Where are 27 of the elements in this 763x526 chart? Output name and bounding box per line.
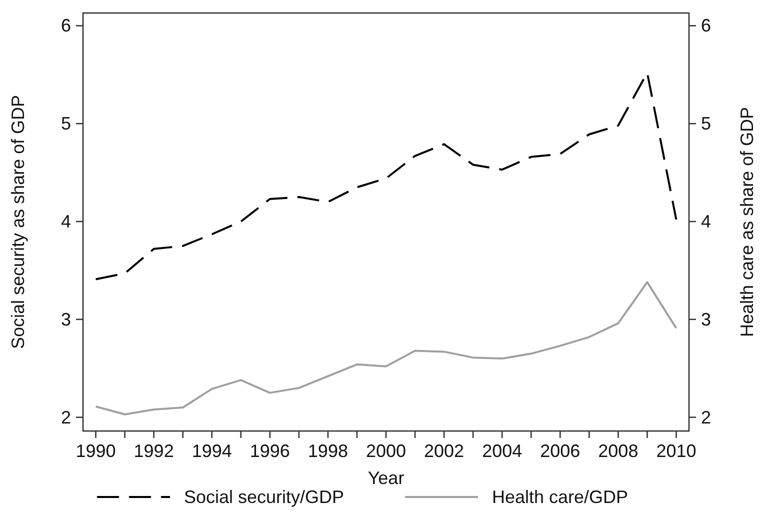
legend-label: Health care/GDP [492, 487, 628, 507]
x-tick-label: 1990 [76, 441, 116, 461]
y-tick-label: 5 [60, 114, 71, 134]
x-tick-label: 2006 [540, 441, 580, 461]
y-axis-title: Social security as share of GDP [8, 94, 28, 350]
x-tick-label: 2002 [424, 441, 464, 461]
y2-tick-label: 3 [701, 309, 712, 330]
y-tick-label: 3 [60, 309, 71, 330]
y2-tick-label: 5 [701, 114, 712, 134]
x-tick-label: 1994 [192, 441, 232, 461]
x-axis-title: Year [368, 468, 404, 488]
y2-axis-title: Health care as share of GDP [737, 106, 757, 338]
y-tick-label: 6 [60, 16, 71, 36]
line-series [94, 281, 678, 416]
x-tick-label: 2000 [366, 441, 406, 461]
x-tick-label: 1992 [134, 441, 174, 461]
y2-tick-label: 6 [701, 16, 712, 36]
y2-tick-label: 2 [701, 407, 712, 428]
x-tick-label: 2004 [482, 441, 522, 461]
legend-label: Social security/GDP [184, 487, 344, 507]
x-tick-label: 1996 [250, 441, 290, 461]
y-tick-label: 2 [60, 407, 71, 428]
x-tick-label: 2008 [598, 441, 638, 461]
y2-tick-label: 4 [701, 212, 712, 232]
x-tick-label: 1998 [308, 441, 348, 461]
x-tick-label: 2010 [656, 441, 696, 461]
y-tick-label: 4 [60, 212, 71, 232]
